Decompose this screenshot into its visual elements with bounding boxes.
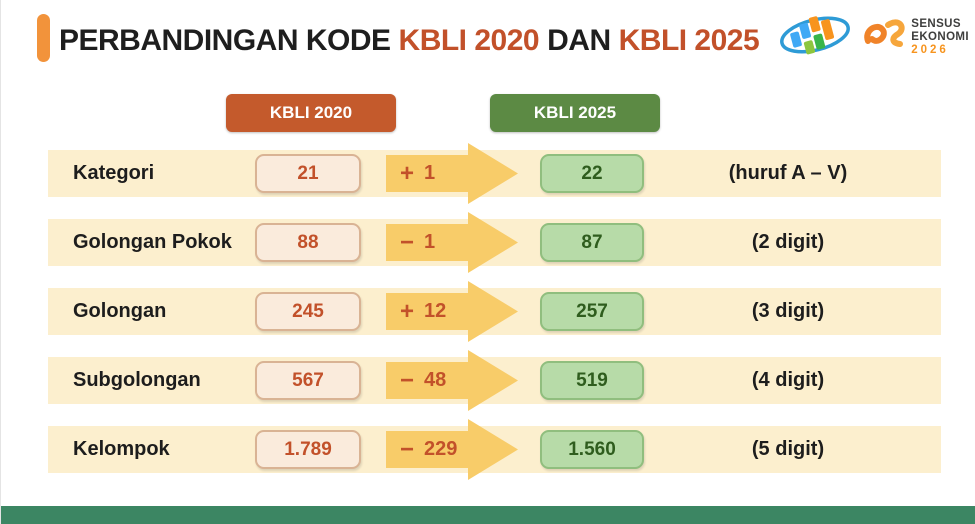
- title-part1: PERBANDINGAN KODE: [59, 24, 391, 57]
- sensus-line1: SENSUS: [911, 17, 961, 30]
- minus-sign: −: [400, 228, 415, 256]
- sensus-year: 2026: [911, 44, 949, 57]
- comparison-row-golongan-pokok: Golongan Pokok 88 − 1 87 (2 digit): [48, 212, 941, 273]
- row-label: Subgolongan: [73, 369, 201, 391]
- transition-arrow-icon: [386, 143, 518, 204]
- plus-sign: +: [400, 159, 415, 187]
- title-part2: DAN: [547, 24, 611, 57]
- row-label: Kategori: [73, 162, 155, 184]
- row-note: (3 digit): [751, 300, 825, 322]
- delta-value: − 1: [400, 228, 436, 256]
- bps-logo-icon: [771, 8, 857, 67]
- kbli2020-value-box: 1.789: [255, 430, 361, 469]
- footer-bar: [1, 506, 975, 524]
- row-label: Golongan: [73, 300, 167, 322]
- sensus-line2: EKONOMI: [911, 30, 969, 43]
- row-label: Golongan Pokok: [73, 231, 232, 253]
- comparison-row-kelompok: Kelompok 1.789 − 229 1.560 (5 digit): [48, 419, 941, 480]
- kbli-2020-badge: KBLI 2020: [226, 94, 396, 132]
- transition-arrow-icon: [386, 419, 518, 480]
- kbli2020-value-box: 21: [255, 154, 361, 193]
- plus-sign: +: [400, 297, 415, 325]
- kbli2025-value-box: 519: [540, 361, 644, 400]
- transition-arrow-icon: [386, 281, 518, 342]
- comparison-row-kategori: Kategori 21 + 1 22 (huruf A – V): [48, 143, 941, 204]
- sensus-ekonomi-2026-logo-icon: [862, 13, 906, 62]
- comparison-row-subgolongan: Subgolongan 567 − 48 519 (4 digit): [48, 350, 941, 411]
- kbli2025-value-box: 257: [540, 292, 644, 331]
- row-note: (5 digit): [751, 438, 825, 460]
- kbli2020-value-box: 245: [255, 292, 361, 331]
- kbli2025-value-box: 22: [540, 154, 644, 193]
- row-note: (4 digit): [751, 369, 825, 391]
- row-label: Kelompok: [73, 438, 170, 460]
- kbli2020-value-box: 567: [255, 361, 361, 400]
- transition-arrow-icon: [386, 212, 518, 273]
- title-kbli2025: KBLI 2025: [618, 24, 760, 57]
- kbli2025-value-box: 87: [540, 223, 644, 262]
- delta-value: + 12: [400, 297, 447, 325]
- kbli2025-value-box: 1.560: [540, 430, 644, 469]
- row-note: (huruf A – V): [728, 162, 848, 184]
- kbli2020-value-box: 88: [255, 223, 361, 262]
- logo-group: SENSUS EKONOMI 2026: [771, 8, 969, 67]
- title-accent-bar: [37, 14, 50, 62]
- minus-sign: −: [400, 435, 415, 463]
- delta-value: − 229: [400, 435, 458, 463]
- delta-value: + 1: [400, 159, 436, 187]
- delta-value: − 48: [400, 366, 447, 394]
- comparison-row-golongan: Golongan 245 + 12 257 (3 digit): [48, 281, 941, 342]
- sensus-ekonomi-text: SENSUS EKONOMI 2026: [911, 18, 969, 58]
- kbli-2025-badge: KBLI 2025: [490, 94, 660, 132]
- row-note: (2 digit): [751, 231, 825, 253]
- minus-sign: −: [400, 366, 415, 394]
- title-kbli2020: KBLI 2020: [398, 24, 540, 57]
- transition-arrow-icon: [386, 350, 518, 411]
- page-title: PERBANDINGAN KODE KBLI 2020 DAN KBLI 202…: [59, 24, 760, 58]
